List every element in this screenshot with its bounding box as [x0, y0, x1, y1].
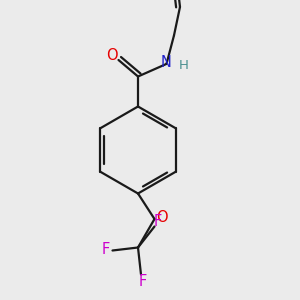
Text: O: O [106, 48, 118, 63]
Text: F: F [138, 274, 147, 289]
Text: F: F [102, 242, 110, 256]
Text: H: H [178, 59, 188, 72]
Text: N: N [161, 55, 172, 70]
Text: F: F [153, 214, 162, 229]
Text: O: O [156, 210, 168, 225]
